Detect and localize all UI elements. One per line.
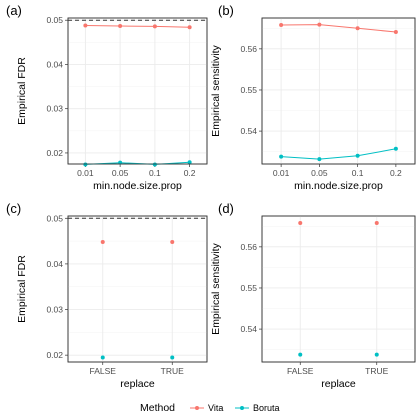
x-axis-title: min.node.size.prop xyxy=(294,180,383,192)
y-tick-label: 0.04 xyxy=(46,259,63,269)
y-tick-label: 0.03 xyxy=(46,104,63,114)
series-line-vita xyxy=(85,25,190,28)
y-tick-label: 0.55 xyxy=(240,283,257,293)
panel-b: 0.54 0.55 0.56 0.01 0.05 0.1 0.2 min.node.size.… xyxy=(210,3,416,192)
legend: Method Vita Boruta xyxy=(140,402,280,414)
data-point-boruta xyxy=(170,355,175,360)
data-point-vita xyxy=(118,23,123,28)
data-point-boruta xyxy=(187,160,192,165)
y-axis-title: Empirical sensitivity xyxy=(210,44,222,136)
data-point-boruta xyxy=(100,355,105,360)
legend-label-boruta: Boruta xyxy=(253,403,280,413)
series-line-vita xyxy=(281,24,396,33)
panel-tag: (b) xyxy=(218,3,234,18)
series-boruta xyxy=(298,352,379,357)
panel-border xyxy=(261,215,416,363)
series-vita xyxy=(298,220,379,225)
data-point-vita xyxy=(355,26,360,31)
data-point-vita xyxy=(298,220,303,225)
data-point-boruta xyxy=(374,352,379,357)
series-vita xyxy=(279,22,398,34)
legend-key-vita-point xyxy=(195,406,199,410)
y-tick-label: 0.56 xyxy=(240,44,257,54)
y-tick-label: 0.04 xyxy=(46,59,63,69)
data-point-vita xyxy=(187,25,192,30)
data-point-vita xyxy=(374,220,379,225)
data-point-vita xyxy=(279,22,284,27)
series-boruta xyxy=(279,146,398,162)
y-tick-label: 0.56 xyxy=(240,242,257,252)
series-line-boruta xyxy=(281,148,396,160)
x-tick-label: 0.2 xyxy=(184,168,196,178)
series-boruta xyxy=(100,355,175,360)
y-tick-label: 0.54 xyxy=(240,324,257,334)
data-point-boruta xyxy=(83,162,88,167)
y-tick-label: 0.02 xyxy=(46,148,63,158)
x-tick-label: 0.01 xyxy=(273,168,290,178)
y-tick-label: 0.05 xyxy=(46,213,63,223)
y-tick-label: 0.03 xyxy=(46,305,63,315)
panel-a: 0.02 0.03 0.04 0.05 0.01 0.05 0.1 0.2min.node.s… xyxy=(6,3,208,192)
x-tick-label: TRUE xyxy=(161,366,184,376)
data-point-vita xyxy=(317,22,322,27)
data-point-vita xyxy=(100,240,105,245)
series-vita xyxy=(100,240,175,245)
x-tick-label: FALSE xyxy=(287,366,314,376)
legend-key-boruta-point xyxy=(240,406,244,410)
panel-d: 0.54 0.55 0.56 FALSE TRUE replace Empirical se… xyxy=(210,201,416,390)
panels: 0.020.030.040.050.01 0.05 0.1 0.2min.node.s… xyxy=(6,3,416,390)
series-boruta xyxy=(83,160,192,167)
data-point-vita xyxy=(170,240,175,245)
panel-tag: (c) xyxy=(6,201,21,216)
y-tick-label: 0.54 xyxy=(240,126,257,136)
data-point-vita xyxy=(152,24,157,29)
x-axis-title: min.node.size.prop xyxy=(93,180,182,192)
x-tick-label: 0.1 xyxy=(149,168,161,178)
data-point-boruta xyxy=(317,157,322,162)
data-point-boruta xyxy=(152,162,157,167)
panel-border xyxy=(67,17,208,165)
data-point-vita xyxy=(393,29,398,34)
panel-background xyxy=(67,215,208,363)
x-tick-label: TRUE xyxy=(365,366,388,376)
panel-background xyxy=(261,17,416,165)
data-point-boruta xyxy=(298,352,303,357)
y-tick-label: 0.02 xyxy=(46,350,63,360)
data-point-boruta xyxy=(355,153,360,158)
panel-border xyxy=(261,17,416,165)
legend-title: Method xyxy=(140,402,175,414)
y-axis-title: Empirical FDR xyxy=(16,57,28,125)
data-point-boruta xyxy=(393,146,398,151)
panel-tag: (d) xyxy=(218,201,234,216)
panel-background xyxy=(261,215,416,363)
y-axis-title: Empirical FDR xyxy=(16,255,28,323)
panel-c: 0.02 0.03 0.04 0.05 FALSE TRUE replace Empirica… xyxy=(6,201,208,390)
panel-tag: (a) xyxy=(6,3,22,18)
x-tick-label: 0.2 xyxy=(390,168,402,178)
x-tick-label: 0.01 xyxy=(77,168,94,178)
x-tick-label: 0.1 xyxy=(352,168,364,178)
x-axis-title: replace xyxy=(321,378,356,390)
y-axis-title: Empirical sensitivity xyxy=(210,242,222,334)
x-tick-label: 0.05 xyxy=(311,168,328,178)
series-vita xyxy=(83,23,192,30)
x-tick-label: 0.05 xyxy=(112,168,129,178)
y-tick-label: 0.05 xyxy=(46,15,63,25)
series-line-boruta xyxy=(85,161,190,165)
y-tick-label: 0.55 xyxy=(240,85,257,95)
x-tick-label: FALSE xyxy=(90,366,117,376)
panel-background xyxy=(67,17,208,165)
x-axis-title: replace xyxy=(120,378,155,390)
data-point-vita xyxy=(83,23,88,28)
legend-label-vita: Vita xyxy=(208,403,223,413)
data-point-boruta xyxy=(279,154,284,159)
panel-border xyxy=(67,215,208,363)
